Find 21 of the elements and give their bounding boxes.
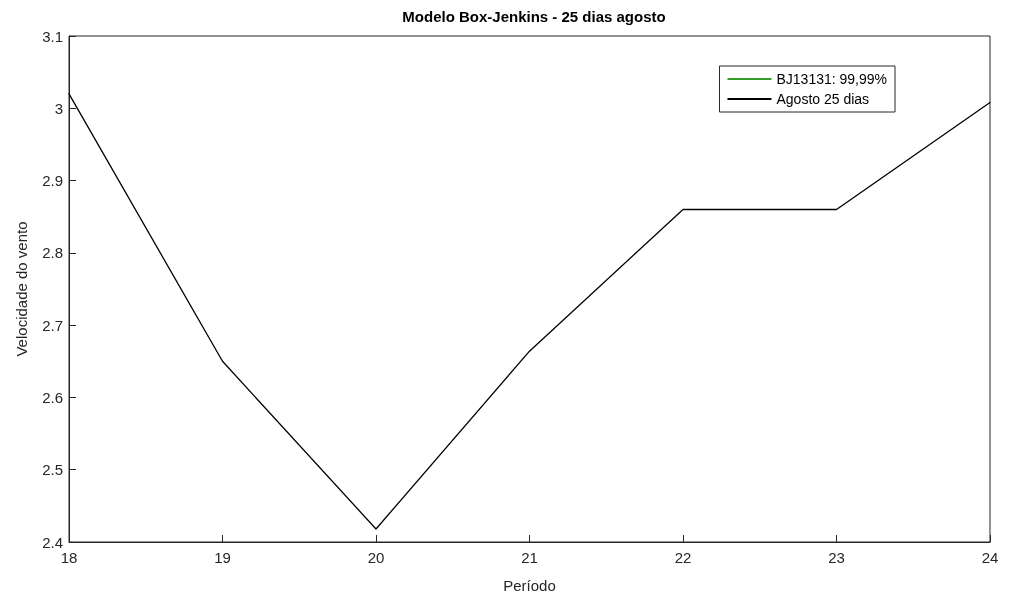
x-tick-label: 18 — [60, 549, 78, 566]
legend-label: Agosto 25 dias — [776, 91, 870, 107]
y-axis-title: Velocidade do vento — [13, 221, 30, 357]
y-tick-label: 2.4 — [42, 533, 63, 551]
x-axis-title: Período — [503, 577, 556, 594]
x-tick-label: 21 — [521, 549, 538, 566]
y-tick-label: 3.1 — [42, 27, 63, 45]
y-tick-label: 2.7 — [42, 316, 63, 334]
y-tick-label: 2.9 — [42, 172, 63, 190]
legend-label: BJ13131: 99,99% — [776, 71, 887, 87]
x-tick-label: 23 — [828, 549, 845, 566]
y-tick-label: 2.5 — [42, 461, 63, 479]
x-tick-label: 24 — [981, 549, 999, 566]
line-series — [68, 93, 991, 530]
x-tick-label: 22 — [674, 549, 692, 566]
x-tick-label: 20 — [367, 549, 385, 566]
y-tick-label: 3 — [54, 99, 63, 117]
x-tick-label: 19 — [214, 549, 231, 566]
y-tick-label: 2.8 — [42, 244, 63, 262]
chart-title: Modelo Box-Jenkins - 25 dias agosto — [402, 8, 666, 25]
y-tick-label: 2.6 — [42, 388, 63, 406]
